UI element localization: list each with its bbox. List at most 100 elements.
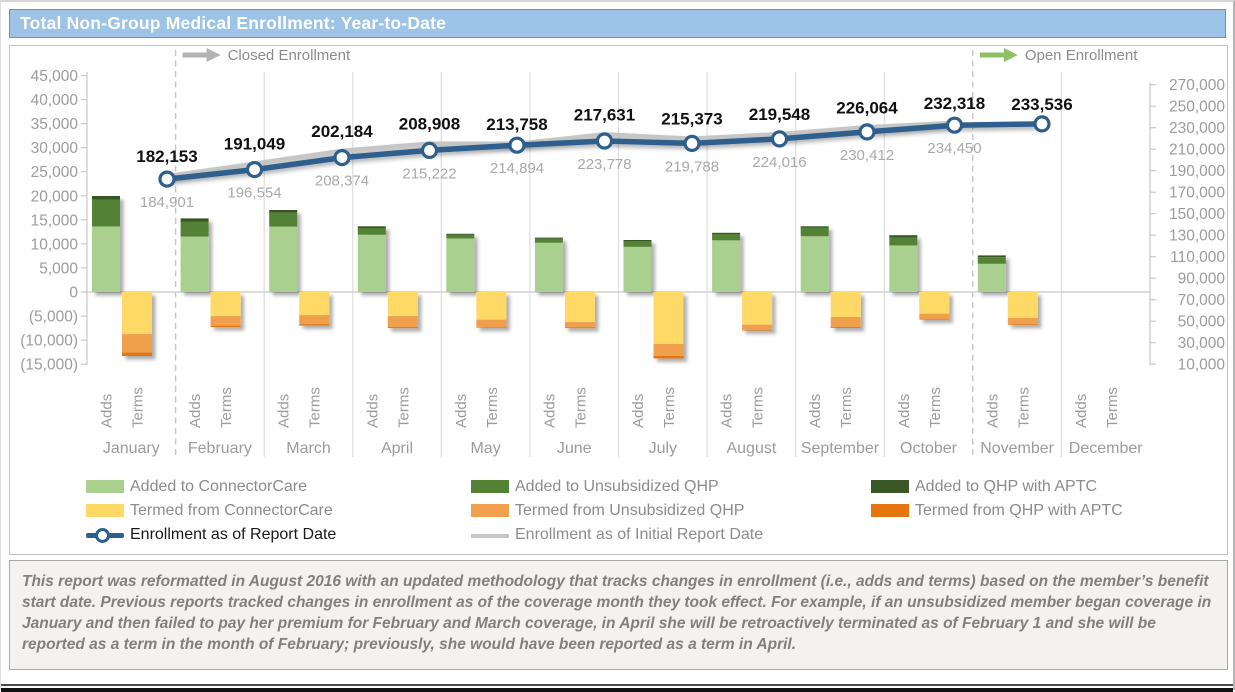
- month-label: October: [900, 440, 958, 457]
- adds-sublabel: Adds: [719, 394, 736, 428]
- report-date-marker: [245, 160, 264, 179]
- bar-group-july: [623, 240, 684, 359]
- bar-adds-segment: [180, 236, 209, 292]
- adds-sublabel: Adds: [276, 394, 293, 428]
- report-date-value-label: 202,184: [311, 122, 373, 141]
- report-date-value-label: 213,758: [486, 115, 547, 134]
- bar-terms-segment: [564, 327, 595, 329]
- open-enrollment-annotation: Open Enrollment: [979, 47, 1138, 64]
- page-title: Total Non-Group Medical Enrollment: Year…: [20, 13, 447, 33]
- adds-sublabel: Adds: [896, 394, 913, 428]
- terms-sublabel: Terms: [1015, 387, 1032, 428]
- terms-sublabel: Terms: [572, 387, 589, 428]
- right-axis-label: 150,000: [1169, 206, 1225, 223]
- right-axis-label: 30,000: [1178, 335, 1226, 352]
- bar-terms-segment: [210, 325, 241, 328]
- bar-terms-segment: [830, 292, 861, 317]
- right-axis-label: 250,000: [1169, 99, 1225, 116]
- terms-sublabel: Terms: [307, 387, 324, 428]
- adds-sublabel: Adds: [630, 394, 647, 428]
- initial-report-value-label: 223,778: [577, 156, 631, 173]
- bar-terms-segment: [122, 292, 152, 335]
- initial-report-value-label: 214,894: [490, 160, 544, 177]
- bar-group-june: [534, 237, 595, 329]
- left-axis-label: 10,000: [31, 236, 79, 253]
- initial-report-value-label: 215,222: [402, 165, 456, 182]
- right-axis-label: 10,000: [1178, 357, 1226, 374]
- closed-enrollment-arrowhead: [206, 48, 221, 62]
- month-label: July: [649, 440, 677, 457]
- bar-adds-segment: [977, 263, 1006, 292]
- bar-adds-segment: [269, 226, 298, 292]
- report-date-value-label: 191,049: [224, 135, 285, 154]
- report-date-marker: [595, 132, 614, 150]
- bar-adds-segment: [357, 228, 386, 235]
- bar-adds-segment: [92, 196, 120, 200]
- bar-adds-segment: [269, 212, 298, 227]
- bar-group-september: [800, 226, 861, 328]
- initial-report-value-label: 219,788: [665, 158, 719, 175]
- left-axis-label: 45,000: [31, 68, 79, 85]
- right-axis-label: 50,000: [1178, 314, 1226, 331]
- enrollment-chart: 45,000 40,000 35,000 30,000 25,000 20,000 15,0…: [9, 45, 1228, 555]
- terms-sublabel: Terms: [484, 387, 501, 428]
- adds-sublabel: Adds: [99, 394, 116, 428]
- terms-sublabel: Terms: [395, 387, 412, 428]
- bar-adds-segment: [712, 234, 741, 241]
- bar-terms-segment: [299, 315, 330, 325]
- bar-adds-segment: [534, 242, 563, 292]
- bar-adds-segment: [800, 227, 829, 237]
- left-axis-label: 25,000: [31, 164, 79, 181]
- initial-report-value-label: 224,016: [752, 154, 806, 171]
- bar-terms-segment: [1007, 318, 1038, 324]
- right-axis-label: 90,000: [1178, 271, 1226, 288]
- report-date-value-label: 182,153: [136, 147, 197, 166]
- report-date-marker: [333, 148, 351, 167]
- bar-terms-segment: [1007, 292, 1038, 318]
- bar-terms-segment: [653, 292, 684, 344]
- left-axis-label: (5,000): [29, 309, 78, 326]
- bar-adds-segment: [800, 226, 829, 228]
- report-title-bar: Total Non-Group Medical Enrollment: Year…: [9, 9, 1226, 38]
- bottom-rule-thin: [1, 684, 1233, 686]
- adds-sublabel: Adds: [541, 394, 558, 428]
- terms-sublabel: Terms: [750, 387, 767, 428]
- chart-plot-area: 45,000 40,000 35,000 30,000 25,000 20,000 15,0…: [20, 47, 1226, 457]
- initial-report-value-label: 184,901: [140, 194, 194, 211]
- closed-enrollment-label: Closed Enrollment: [228, 47, 351, 64]
- bar-terms-segment: [919, 318, 950, 320]
- report-date-marker: [770, 130, 789, 148]
- report-date-marker: [158, 170, 176, 188]
- bar-adds-segment: [623, 240, 652, 241]
- bar-adds-segment: [357, 234, 386, 292]
- bar-terms-segment: [919, 313, 950, 319]
- bar-group-january: [92, 196, 152, 356]
- right-axis-label: 190,000: [1169, 163, 1225, 180]
- bar-terms-segment: [742, 292, 773, 325]
- left-axis-label: 0: [69, 285, 78, 302]
- methodology-note: This report was reformatted in August 20…: [22, 573, 1212, 654]
- bar-adds-segment: [800, 236, 829, 292]
- bar-terms-segment: [476, 292, 507, 320]
- bar-terms-segment: [830, 326, 861, 328]
- open-enrollment-label: Open Enrollment: [1025, 47, 1138, 64]
- report-date-value-label: 219,548: [749, 105, 810, 124]
- report-date-marker: [1033, 115, 1051, 133]
- bar-terms-segment: [564, 292, 595, 323]
- terms-sublabel: Terms: [130, 387, 147, 428]
- initial-report-value-label: 208,374: [315, 173, 369, 190]
- bar-adds-segment: [712, 240, 741, 292]
- bar-adds-segment: [623, 246, 652, 292]
- bar-terms-segment: [210, 316, 241, 326]
- month-label: May: [470, 440, 500, 457]
- methodology-note-box: This report was reformatted in August 20…: [9, 560, 1228, 670]
- report-date-marker: [858, 123, 876, 141]
- bar-group-may: [446, 233, 507, 328]
- bar-terms-segment: [299, 324, 330, 326]
- month-label: April: [381, 440, 413, 457]
- month-label: March: [286, 440, 330, 457]
- report-date-marker: [945, 116, 964, 134]
- month-label: September: [801, 440, 880, 457]
- bar-group-march: [269, 210, 330, 326]
